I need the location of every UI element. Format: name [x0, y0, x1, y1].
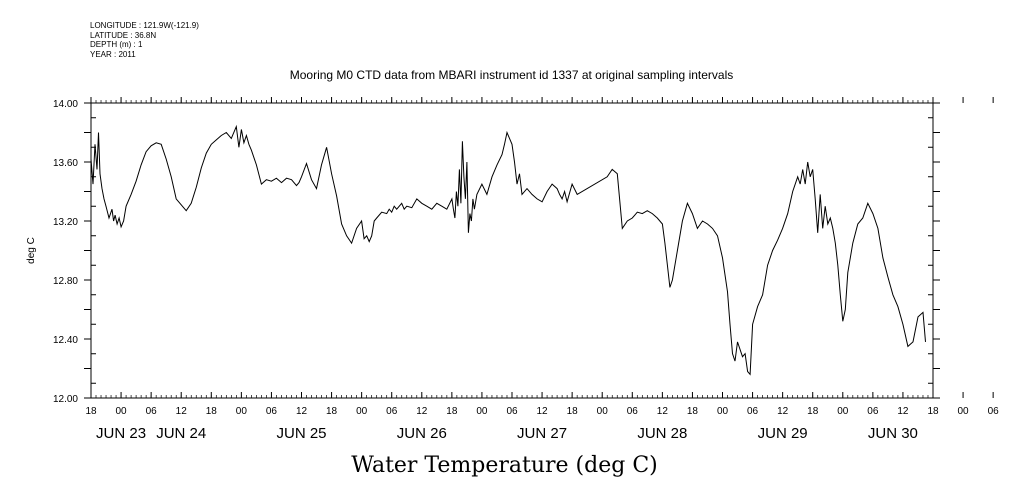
x-tick-label: 00	[356, 406, 368, 417]
y-tick-label: 12.80	[53, 276, 78, 287]
y-tick-label: 12.40	[53, 335, 78, 346]
x-tick-label: 18	[567, 406, 579, 417]
chart-title: Mooring M0 CTD data from MBARI instrumen…	[289, 68, 734, 82]
x-day-label: JUN 26	[397, 425, 447, 442]
x-tick-label: 12	[416, 406, 428, 417]
x-tick-label: 12	[176, 406, 188, 417]
year-text: YEAR : 2011	[90, 49, 136, 59]
y-tick-label: 14.00	[53, 99, 78, 110]
latitude-text: LATITUDE : 36.8N	[90, 30, 157, 40]
x-tick-label: 00	[116, 406, 128, 417]
x-day-label: JUN 24	[156, 425, 206, 442]
x-tick-label: 06	[867, 406, 879, 417]
water-temperature-line	[90, 124, 926, 376]
x-tick-label: 00	[958, 406, 970, 417]
depth-text: DEPTH (m) : 1	[90, 40, 143, 49]
longitude-text: LONGITUDE : 121.9W(-121.9)	[90, 21, 199, 30]
chart-subtitle: Water Temperature (deg C)	[351, 453, 658, 478]
x-day-label: JUN 28	[637, 425, 687, 442]
y-tick-label: 13.20	[53, 217, 78, 228]
metadata-block: LONGITUDE : 121.9W(-121.9) LATITUDE : 36…	[90, 21, 199, 59]
x-tick-label: 18	[807, 406, 819, 417]
x-tick-label: 06	[988, 406, 1000, 417]
x-tick-label: 12	[296, 406, 308, 417]
x-day-label: JUN 29	[758, 425, 808, 442]
x-tick-label: 00	[597, 406, 609, 417]
x-tick-label: 06	[386, 406, 398, 417]
y-axis-label: deg C	[26, 237, 37, 264]
x-day-label: JUN 23	[96, 425, 146, 442]
x-tick-label: 00	[837, 406, 849, 417]
x-day-label: JUN 30	[868, 425, 918, 442]
x-tick-label: 18	[446, 406, 458, 417]
x-tick-label: 00	[236, 406, 248, 417]
x-tick-label: 00	[717, 406, 729, 417]
x-tick-label: 12	[657, 406, 669, 417]
x-tick-label: 18	[687, 406, 699, 417]
x-tick-label: 06	[506, 406, 518, 417]
x-day-label: JUN 25	[276, 425, 326, 442]
x-tick-label: 06	[747, 406, 759, 417]
x-tick-label: 18	[927, 406, 939, 417]
x-tick-label: 12	[897, 406, 909, 417]
y-tick-label: 13.60	[53, 158, 78, 169]
x-tick-label: 06	[266, 406, 278, 417]
x-tick-label: 06	[146, 406, 158, 417]
x-tick-label: 06	[627, 406, 639, 417]
x-tick-label: 12	[537, 406, 549, 417]
x-tick-label: 12	[777, 406, 789, 417]
x-tick-label: 18	[326, 406, 338, 417]
x-tick-label: 18	[85, 406, 97, 417]
x-tick-label: 18	[206, 406, 218, 417]
x-day-label: JUN 27	[517, 425, 567, 442]
x-tick-label: 00	[476, 406, 488, 417]
y-tick-label: 12.00	[53, 394, 78, 405]
